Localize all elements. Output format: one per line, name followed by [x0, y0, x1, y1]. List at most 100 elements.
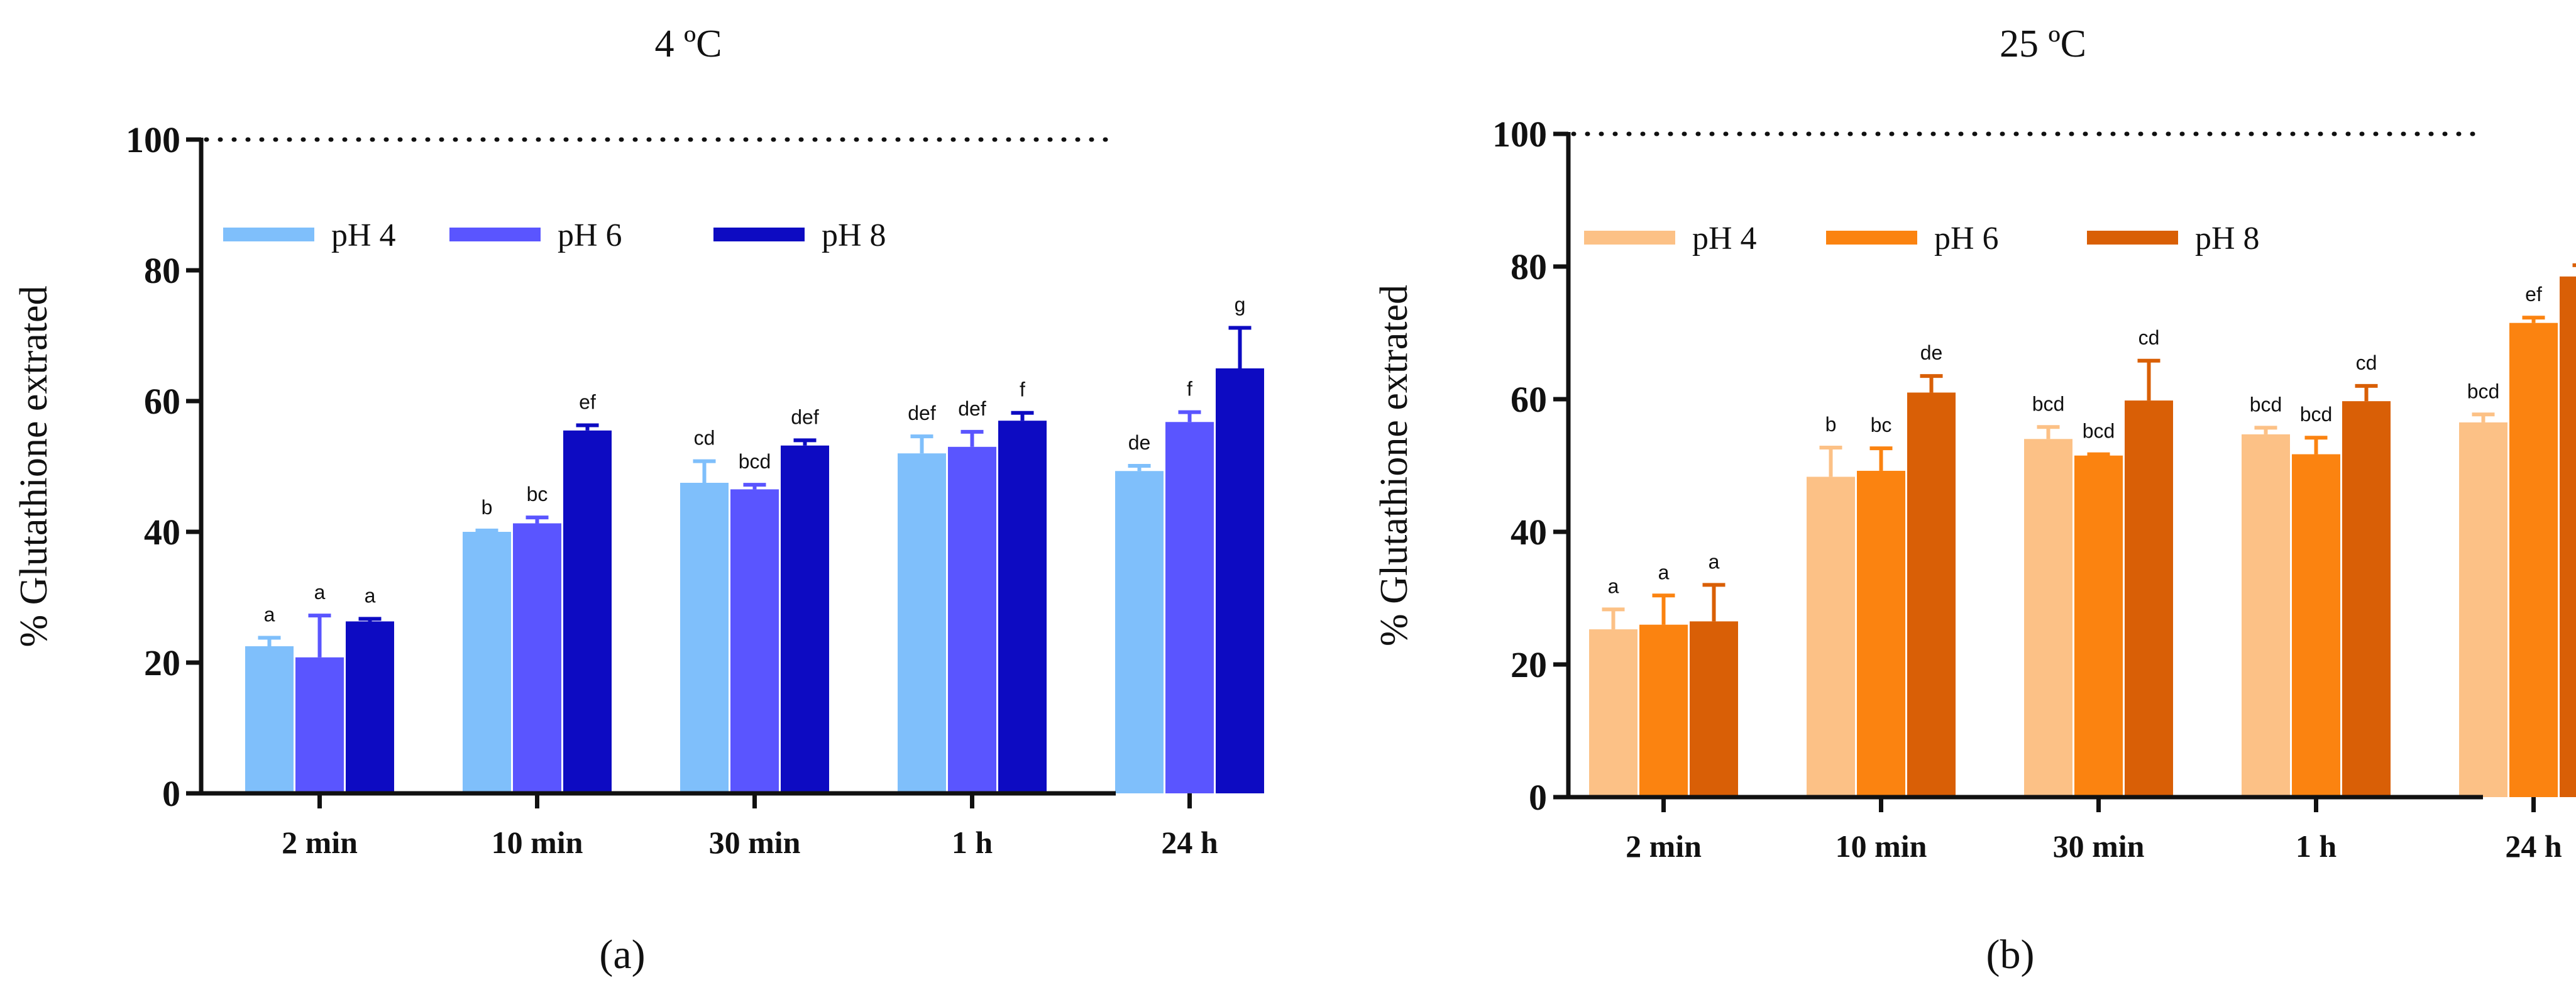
- y-axis-label: % Glutathione extrated: [13, 285, 55, 647]
- legend-label: pH 4: [331, 218, 396, 253]
- y-tick-label: 60: [1511, 379, 1547, 420]
- legend-swatch: [449, 228, 541, 241]
- bar-ph4-2min: [1589, 629, 1638, 797]
- x-tick-label: 1 h: [952, 825, 993, 860]
- y-tick-label: 100: [126, 119, 180, 160]
- bar-ph6-24h: [1165, 422, 1214, 793]
- significance-letter: ef: [579, 390, 596, 413]
- bar-ph4-2min: [245, 646, 294, 793]
- y-tick-label: 80: [1511, 246, 1547, 287]
- bar-ph4-1h: [898, 453, 946, 793]
- x-tick-label: 2 min: [282, 825, 358, 860]
- bar-ph8-10min: [1907, 392, 1956, 797]
- bar-ph6-2min: [295, 657, 344, 793]
- significance-letter: cd: [2356, 351, 2377, 374]
- bar-ph8-1h: [2342, 401, 2391, 797]
- legend-label: pH 6: [1934, 221, 1999, 256]
- significance-letter: bcd: [2083, 420, 2115, 443]
- legend-swatch: [1584, 231, 1675, 245]
- legend-swatch: [1826, 231, 1917, 245]
- bar-ph4-10min: [463, 532, 511, 793]
- bar-ph6-30min: [730, 489, 779, 793]
- significance-letter: a: [365, 584, 376, 607]
- y-tick-label: 0: [162, 773, 180, 814]
- bar-ph6-2min: [1639, 624, 1688, 797]
- y-tick-label: 20: [144, 642, 180, 683]
- bar-ph6-1h: [2292, 454, 2340, 797]
- y-axis-label: % Glutathione extrated: [1373, 285, 1416, 646]
- y-tick-label: 20: [1511, 644, 1547, 685]
- significance-letter: de: [1920, 341, 1943, 364]
- significance-letter: a: [314, 581, 326, 603]
- significance-letter: bcd: [739, 450, 771, 473]
- significance-letter: f: [1187, 378, 1192, 400]
- bar-ph4-24h: [2459, 422, 2507, 797]
- bar-ph6-1h: [948, 446, 996, 793]
- significance-letter: f: [1020, 378, 1025, 401]
- legend-swatch: [713, 228, 805, 241]
- chart-title: 4 ºC: [654, 23, 722, 65]
- x-tick-label: 10 min: [1836, 829, 1927, 864]
- x-tick-label: 24 h: [2505, 829, 2562, 864]
- panel-label: (b): [1986, 932, 2035, 978]
- bar-ph6-24h: [2509, 322, 2558, 797]
- y-tick-label: 40: [1511, 512, 1547, 553]
- significance-letter: g: [1235, 294, 1246, 316]
- significance-letter: bcd: [2032, 392, 2065, 415]
- legend-label: pH 8: [2195, 221, 2260, 256]
- significance-letter: bcd: [2467, 380, 2500, 402]
- bar-ph4-1h: [2242, 434, 2290, 797]
- x-tick-label: 10 min: [492, 825, 583, 860]
- bar-ph8-30min: [781, 445, 829, 793]
- significance-letter: a: [264, 603, 275, 626]
- bar-ph4-30min: [680, 483, 729, 793]
- bar-ph8-1h: [998, 421, 1047, 793]
- significance-letter: b: [1825, 413, 1837, 436]
- significance-letter: de: [1128, 431, 1151, 454]
- bar-ph4-10min: [1807, 477, 1855, 797]
- bar-ph8-2min: [1690, 621, 1738, 797]
- bar-ph8-24h: [2560, 276, 2576, 797]
- significance-letter: a: [1608, 575, 1619, 597]
- bar-ph6-10min: [513, 523, 561, 793]
- legend-label: pH 4: [1692, 221, 1757, 256]
- significance-letter: cd: [694, 427, 715, 449]
- y-tick-label: 60: [144, 381, 180, 422]
- bar-ph4-24h: [1115, 471, 1164, 793]
- y-tick-label: 80: [144, 250, 180, 291]
- x-tick-label: 2 min: [1626, 829, 1702, 864]
- legend-swatch: [223, 228, 314, 241]
- significance-letter: def: [958, 397, 986, 420]
- x-tick-label: 1 h: [2296, 829, 2337, 864]
- bar-ph4-30min: [2024, 439, 2072, 797]
- chart-panel-b: 25 ºC 0 20 40 60 80 100 % Glutathione extrated a…: [1373, 23, 2576, 978]
- significance-letter: def: [908, 402, 936, 424]
- chart-panel-a: 4 ºC 0 20 40 60 80 100 % Glutathione extrated a a…: [13, 23, 1264, 978]
- legend-label: pH 8: [822, 218, 886, 253]
- bar-ph8-24h: [1216, 368, 1264, 793]
- significance-letter: def: [791, 405, 819, 428]
- y-tick-label: 40: [144, 512, 180, 553]
- chart-title: 25 ºC: [2000, 23, 2086, 65]
- significance-letter: bcd: [2250, 393, 2282, 416]
- legend-label: pH 6: [558, 218, 622, 253]
- significance-letter: bc: [1871, 414, 1892, 436]
- significance-letter: bcd: [2300, 403, 2333, 426]
- bar-ph8-30min: [2125, 400, 2173, 797]
- legend-swatch: [2087, 231, 2178, 245]
- bar-ph8-10min: [563, 430, 612, 793]
- panel-label: (a): [599, 932, 645, 978]
- x-tick-label: 30 min: [709, 825, 801, 860]
- bar-ph6-30min: [2074, 455, 2123, 797]
- significance-letter: a: [1709, 550, 1720, 573]
- bar-ph6-10min: [1857, 470, 1905, 797]
- significance-letter: cd: [2138, 326, 2160, 349]
- bar-ph8-2min: [346, 621, 394, 793]
- x-tick-label: 24 h: [1161, 825, 1218, 860]
- significance-letter: bc: [527, 483, 548, 505]
- x-tick-label: 30 min: [2053, 829, 2145, 864]
- y-tick-label: 0: [1529, 777, 1547, 818]
- significance-letter: a: [1658, 561, 1670, 583]
- significance-letter: b: [482, 496, 493, 519]
